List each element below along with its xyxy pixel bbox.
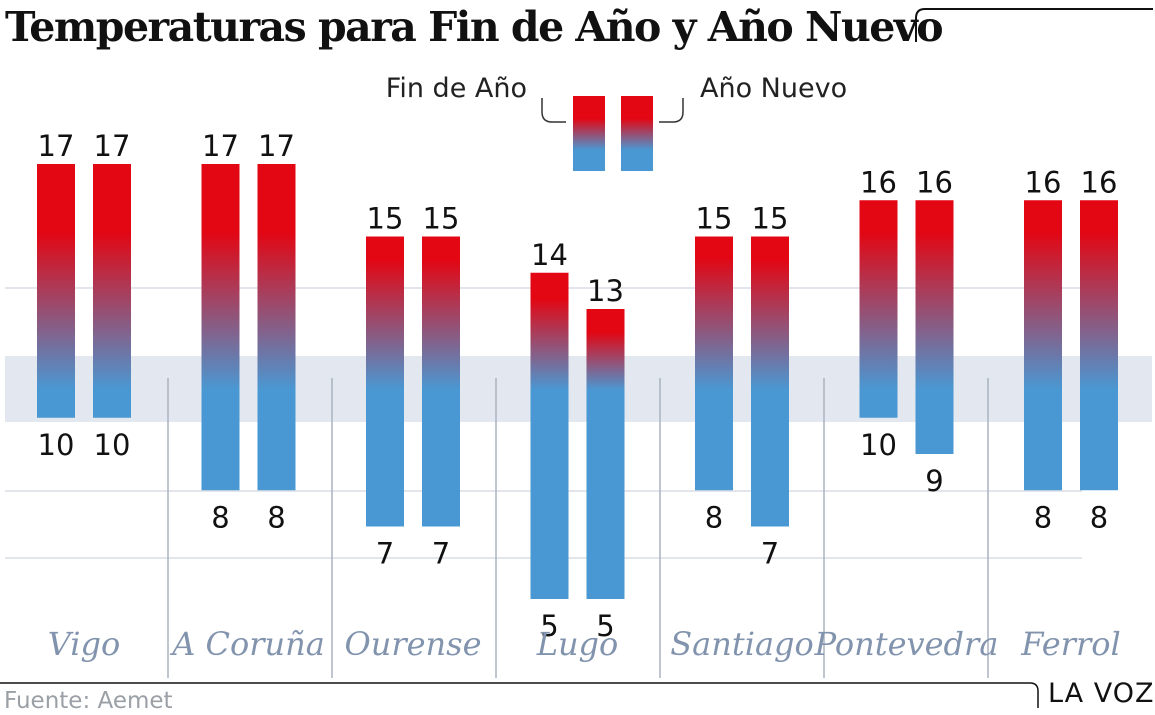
bar-santiago-fin-de-ano xyxy=(695,236,733,491)
min-value-label: 10 xyxy=(860,428,897,462)
city-label-lugo: Lugo xyxy=(536,625,619,663)
brand-logo-text: LA VOZ xyxy=(1048,678,1154,709)
legend: Fin de Año Año Nuevo xyxy=(386,73,847,171)
bar-santiago-ano-nuevo xyxy=(751,236,789,527)
min-value-label: 5 xyxy=(540,609,558,643)
bar-ferrol-ano-nuevo xyxy=(1080,200,1118,491)
bar-ourense-ano-nuevo xyxy=(422,236,460,527)
min-value-label: 8 xyxy=(267,500,285,534)
city-labels: Vigo A Coruña Ourense Lugo Santiago Pontevedr… xyxy=(48,625,1121,663)
max-value-label: 17 xyxy=(38,129,75,163)
legend-swatch-ano-nuevo xyxy=(621,96,653,171)
max-value-label: 17 xyxy=(258,129,295,163)
max-value-label: 17 xyxy=(94,129,131,163)
bar-vigo-ano-nuevo xyxy=(93,164,131,418)
max-value-label: 15 xyxy=(696,202,733,236)
max-value-label: 15 xyxy=(423,202,460,236)
city-label-ourense: Ourense xyxy=(344,625,481,663)
city-label-vigo: Vigo xyxy=(48,625,121,663)
legend-label-ano-nuevo: Año Nuevo xyxy=(700,73,847,104)
max-value-label: 15 xyxy=(752,202,789,236)
legend-bracket-left xyxy=(541,98,566,123)
max-value-label: 17 xyxy=(202,129,239,163)
min-value-label: 8 xyxy=(1090,500,1108,534)
legend-bracket-right xyxy=(659,98,684,123)
min-value-label: 10 xyxy=(94,428,131,462)
min-value-label: 7 xyxy=(761,537,779,571)
bar-pontevedra-fin-de-ano xyxy=(859,200,898,418)
legend-swatch-fin-de-ano xyxy=(573,96,605,171)
bar-pontevedra-ano-nuevo xyxy=(915,200,954,454)
max-value-label: 15 xyxy=(367,202,404,236)
chart-title: Temperaturas para Fin de Año y Año Nuevo xyxy=(5,3,942,51)
source-note: Fuente: Aemet xyxy=(4,688,173,714)
bar-lugo-ano-nuevo xyxy=(586,309,625,599)
bar-ourense-fin-de-ano xyxy=(366,236,404,527)
bar-a-coruña-ano-nuevo xyxy=(257,164,296,491)
min-value-label: 8 xyxy=(705,500,723,534)
bar-vigo-fin-de-ano xyxy=(37,164,75,418)
max-value-label: 16 xyxy=(916,165,953,199)
max-value-label: 14 xyxy=(531,238,568,272)
labels-layer: 17 10 17 10 17 8 17 8 15 7 15 7 14 5 13 5 15 8 15 7 16 10 16 9 1… xyxy=(38,129,1118,643)
bar-a-coruña-fin-de-ano xyxy=(201,164,240,491)
highlight-band xyxy=(5,356,1152,422)
min-value-label: 9 xyxy=(925,464,943,498)
min-value-label: 7 xyxy=(432,537,450,571)
min-value-label: 8 xyxy=(211,500,229,534)
min-value-label: 5 xyxy=(596,609,614,643)
city-label-a-coruña: A Coruña xyxy=(169,625,325,663)
max-value-label: 16 xyxy=(1025,165,1062,199)
legend-label-fin-de-ano: Fin de Año xyxy=(386,73,527,104)
city-label-ferrol: Ferrol xyxy=(1020,625,1120,663)
min-value-label: 10 xyxy=(38,428,75,462)
title-corner-decoration xyxy=(915,8,1153,42)
max-value-label: 13 xyxy=(587,274,624,308)
bars-layer xyxy=(37,164,1118,599)
min-value-label: 8 xyxy=(1034,500,1052,534)
footer-corner-decoration xyxy=(1029,682,1039,708)
bar-ferrol-fin-de-ano xyxy=(1024,200,1062,491)
city-label-pontevedra: Pontevedra xyxy=(814,625,999,663)
max-value-label: 16 xyxy=(860,165,897,199)
bar-lugo-fin-de-ano xyxy=(530,272,569,599)
min-value-label: 7 xyxy=(376,537,394,571)
city-label-santiago: Santiago xyxy=(670,625,814,663)
max-value-label: 16 xyxy=(1081,165,1118,199)
